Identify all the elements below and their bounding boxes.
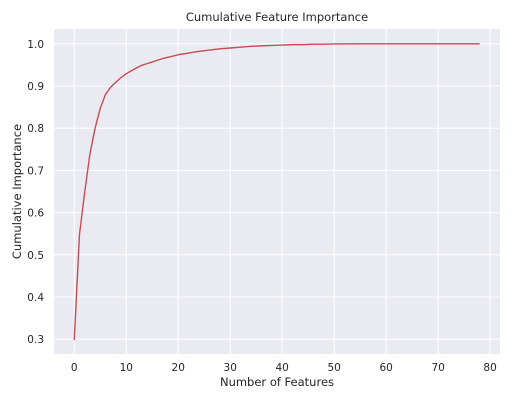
y-tick-label: 0.8 bbox=[27, 123, 44, 135]
y-tick-label: 0.6 bbox=[27, 208, 44, 220]
y-tick-label: 1.0 bbox=[27, 39, 44, 51]
y-axis-ticks: 0.3 0.4 0.5 0.6 0.7 0.8 0.9 1.0 bbox=[27, 39, 44, 346]
grid-lines bbox=[54, 29, 500, 354]
x-tick-label: 20 bbox=[172, 362, 185, 374]
chart-title: Cumulative Feature Importance bbox=[186, 10, 368, 24]
x-tick-label: 80 bbox=[483, 362, 496, 374]
x-axis-ticks: 0 10 20 30 40 50 60 70 80 bbox=[71, 362, 497, 374]
series-line bbox=[73, 43, 480, 341]
y-tick-label: 0.3 bbox=[27, 334, 44, 346]
series-group bbox=[73, 43, 480, 341]
x-tick-label: 0 bbox=[71, 362, 78, 374]
y-tick-label: 0.9 bbox=[27, 81, 44, 93]
y-axis-label: Cumulative Importance bbox=[10, 124, 24, 259]
x-tick-label: 60 bbox=[379, 362, 392, 374]
y-tick-label: 0.5 bbox=[27, 250, 44, 262]
x-tick-label: 30 bbox=[224, 362, 237, 374]
y-tick-label: 0.4 bbox=[27, 292, 44, 304]
x-axis-label: Number of Features bbox=[220, 375, 334, 389]
x-tick-label: 50 bbox=[327, 362, 340, 374]
x-tick-label: 70 bbox=[431, 362, 444, 374]
x-tick-label: 40 bbox=[276, 362, 289, 374]
x-tick-label: 10 bbox=[120, 362, 133, 374]
y-tick-label: 0.7 bbox=[27, 165, 44, 177]
plot-area bbox=[54, 29, 500, 354]
